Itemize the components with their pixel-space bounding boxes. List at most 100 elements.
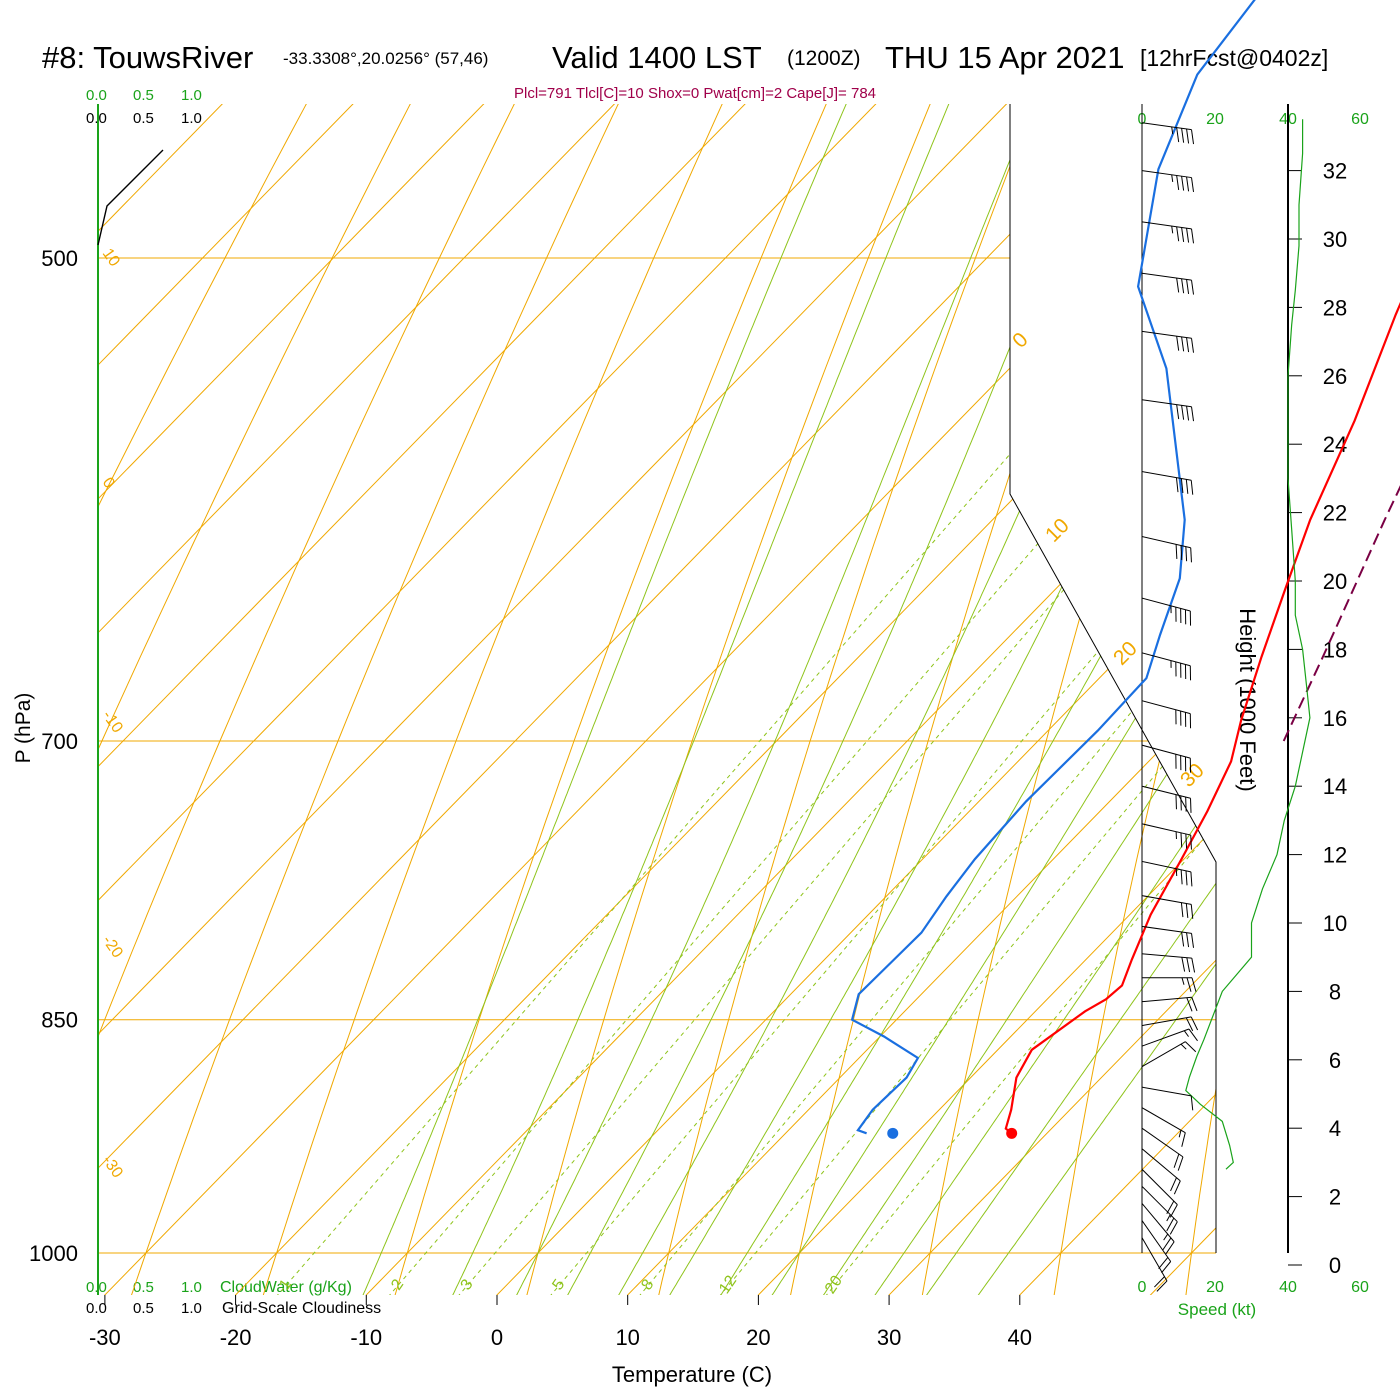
isotherm-label: 0 [1008,328,1033,353]
valid-time: Valid 1400 LST [552,40,762,75]
wind-barb [1141,895,1194,919]
wind-barb-flag [1185,903,1189,918]
dewpoint-profile-line [850,0,1256,1135]
wind-barb-shaft [1141,1041,1186,1068]
isotherm-line [98,104,1216,1295]
mixing-ratio-line [814,104,1216,1295]
wind-barb [1141,1168,1178,1218]
wind-barb [1141,536,1192,563]
isotherm-line [1136,104,1216,1295]
cloud-water-tick-top-0: 0.0 [86,87,107,104]
wind-barb-flag [1185,870,1188,886]
station-title: #8: TouwsRiver [42,40,253,75]
wind-barb-flag [1186,957,1191,973]
cloud-cover-tick-bottom-1: 0.5 [133,1300,154,1317]
mixing-ratio-label: 8 [638,1276,657,1293]
height-tick-label: 32 [1323,159,1347,184]
wind-barb-shaft [1141,1107,1186,1134]
moist-adiabat-line [660,104,1216,1295]
height-tick-label: 12 [1323,843,1347,868]
speed-tick-bottom-1: 20 [1206,1279,1224,1296]
surface-temperature-dot [1006,1127,1018,1139]
wind-barb-flag [1156,1280,1168,1292]
speed-scale-bottom: 0 20 40 60 Speed (kt) [1138,1279,1369,1319]
dry-adiabat-line [98,104,996,1295]
dry-adiabat-line [1183,104,1216,1295]
x-tick-label: 0 [491,1325,503,1350]
wind-barb-shaft [1141,272,1192,281]
cloud-cover-line-upper [97,149,164,246]
wind-barb-shaft [1141,996,1192,1003]
wind-barb [1141,1041,1197,1068]
wind-barb-shaft [1141,1028,1190,1047]
wind-barb [1141,122,1195,145]
wind-barb-shaft [1141,700,1191,715]
height-tick-label: 8 [1329,979,1341,1004]
wind-barb-shaft [1141,399,1192,408]
wind-barb-flag [1173,1180,1181,1195]
cloud-cover-tick-bottom-2: 1.0 [181,1300,202,1317]
wind-barb-shaft [1141,330,1192,339]
mixing-ratio-line [538,104,1216,1295]
dry-adiabat-line [1051,104,1216,1295]
wind-barb-shaft [1141,1016,1192,1027]
cloud-cover-tick-top-1: 0.5 [133,110,154,127]
pressure-tick-label: 850 [41,1008,78,1033]
wind-barb-shaft [1141,1148,1181,1182]
wind-barb [1141,597,1192,626]
wind-barb-flag [1191,977,1197,992]
wind-barb-flag [1176,127,1180,143]
wind-barb-flag [1181,227,1185,242]
isotherm-label: 10 [1041,514,1074,547]
wind-barb [1142,977,1197,992]
dry-adiabat-label: -30 [99,1153,126,1182]
speed-tick-bottom-0: 0 [1138,1279,1147,1296]
wind-barb-flag [1180,832,1183,848]
wind-barb-half-flag [1181,977,1185,985]
x-tick-label: 10 [615,1325,639,1350]
mixing-ratio-line [627,104,1216,1295]
wind-barb-half-flag [1171,226,1174,234]
height-tick-label: 16 [1323,706,1347,731]
wind-barb-flag [1190,835,1192,850]
wind-barb-flag [1186,977,1192,992]
wind-barb-shaft [1141,823,1191,836]
cloud-cover-tick-top-0: 0.0 [86,110,107,127]
wind-barb-flag [1180,869,1183,885]
cloud-water-tick-top-2: 1.0 [181,87,202,104]
dry-adiabat-line [258,104,1170,1295]
wind-barb [1141,272,1195,295]
y-axis-label: P (hPa) [12,693,35,764]
cloud-cover-label: Grid-Scale Cloudiness [222,1300,381,1317]
dry-adiabat-line [522,104,1216,1295]
wind-barb-flag [1191,280,1195,295]
wind-barb-half-flag [1171,174,1174,183]
isotherm-line [98,104,1216,1295]
moist-adiabat-line [559,104,1216,1295]
wind-barb-half-flag [1178,1130,1182,1138]
wind-barb-flag [1186,405,1190,421]
axis-ticks: -30 -20 -10 0 10 20 30 40 2 5 0 30 0 40 0 500 700 850 1000… [29,159,1347,1350]
wind-barb [1141,744,1192,773]
wind-barb-flag [1191,338,1195,353]
isotherm-line [98,104,1216,1295]
height-tick-label: 4 [1329,1116,1341,1141]
wind-barb [1141,1028,1198,1047]
isotherm-line [351,104,1216,1295]
utc-time: (1200Z) [787,47,861,70]
wind-barb-half-flag [1171,126,1174,135]
wind-barb-flag [1173,1153,1180,1168]
wind-barb-flag [1176,404,1180,420]
wind-barb-flag [1186,128,1190,144]
wind-barb [1141,700,1192,729]
plot-right-boundary [1009,104,1217,1253]
x-tick-label: -10 [350,1325,382,1350]
wind-barb-flag [1190,547,1192,563]
sounding-profiles [97,0,1400,1139]
height-tick-label: 30 [1323,227,1347,252]
x-tick-label: -30 [89,1325,121,1350]
wind-barb-shaft [1141,895,1192,905]
wind-barb-flag [1184,1041,1197,1053]
wind-barb-flag [1181,336,1185,352]
